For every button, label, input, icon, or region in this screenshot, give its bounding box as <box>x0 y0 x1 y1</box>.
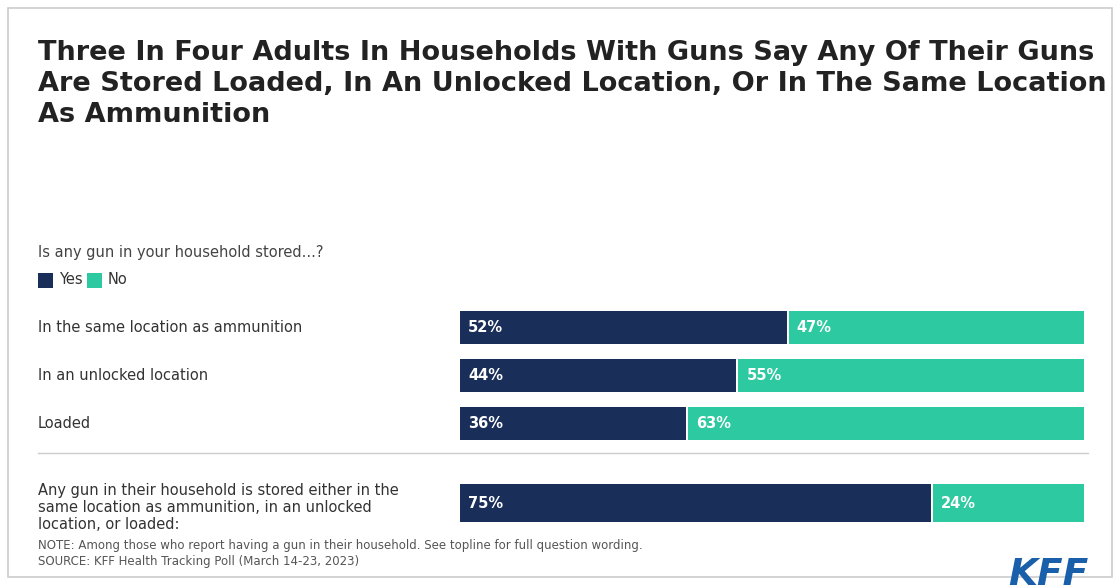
Text: 24%: 24% <box>941 495 976 511</box>
Text: 36%: 36% <box>468 415 503 431</box>
Text: Any gun in their household is stored either in the: Any gun in their household is stored eit… <box>38 483 399 498</box>
Bar <box>460 407 687 439</box>
Text: In an unlocked location: In an unlocked location <box>38 367 208 383</box>
Text: In the same location as ammunition: In the same location as ammunition <box>38 319 302 335</box>
Text: location, or loaded:: location, or loaded: <box>38 517 179 532</box>
Bar <box>87 273 102 287</box>
Text: Three In Four Adults In Households With Guns Say Any Of Their Guns
Are Stored Lo: Three In Four Adults In Households With … <box>38 40 1107 128</box>
Text: SOURCE: KFF Health Tracking Poll (March 14-23, 2023): SOURCE: KFF Health Tracking Poll (March … <box>38 555 360 568</box>
Text: 75%: 75% <box>468 495 503 511</box>
Text: No: No <box>108 273 128 287</box>
Bar <box>738 359 1084 391</box>
Bar <box>460 359 736 391</box>
Text: 44%: 44% <box>468 367 503 383</box>
Bar <box>460 484 931 522</box>
Bar <box>688 407 1084 439</box>
Text: 52%: 52% <box>468 319 503 335</box>
Bar <box>460 311 786 343</box>
Text: NOTE: Among those who report having a gun in their household. See topline for fu: NOTE: Among those who report having a gu… <box>38 539 643 552</box>
Text: KFF: KFF <box>1008 557 1088 585</box>
Bar <box>933 484 1084 522</box>
Text: 63%: 63% <box>696 415 731 431</box>
Text: Is any gun in your household stored...?: Is any gun in your household stored...? <box>38 245 324 260</box>
Text: Loaded: Loaded <box>38 415 91 431</box>
Text: same location as ammunition, in an unlocked: same location as ammunition, in an unloc… <box>38 500 372 515</box>
Bar <box>38 273 53 287</box>
Text: Yes: Yes <box>59 273 83 287</box>
Text: 47%: 47% <box>796 319 831 335</box>
Text: 55%: 55% <box>746 367 782 383</box>
Bar <box>788 311 1084 343</box>
